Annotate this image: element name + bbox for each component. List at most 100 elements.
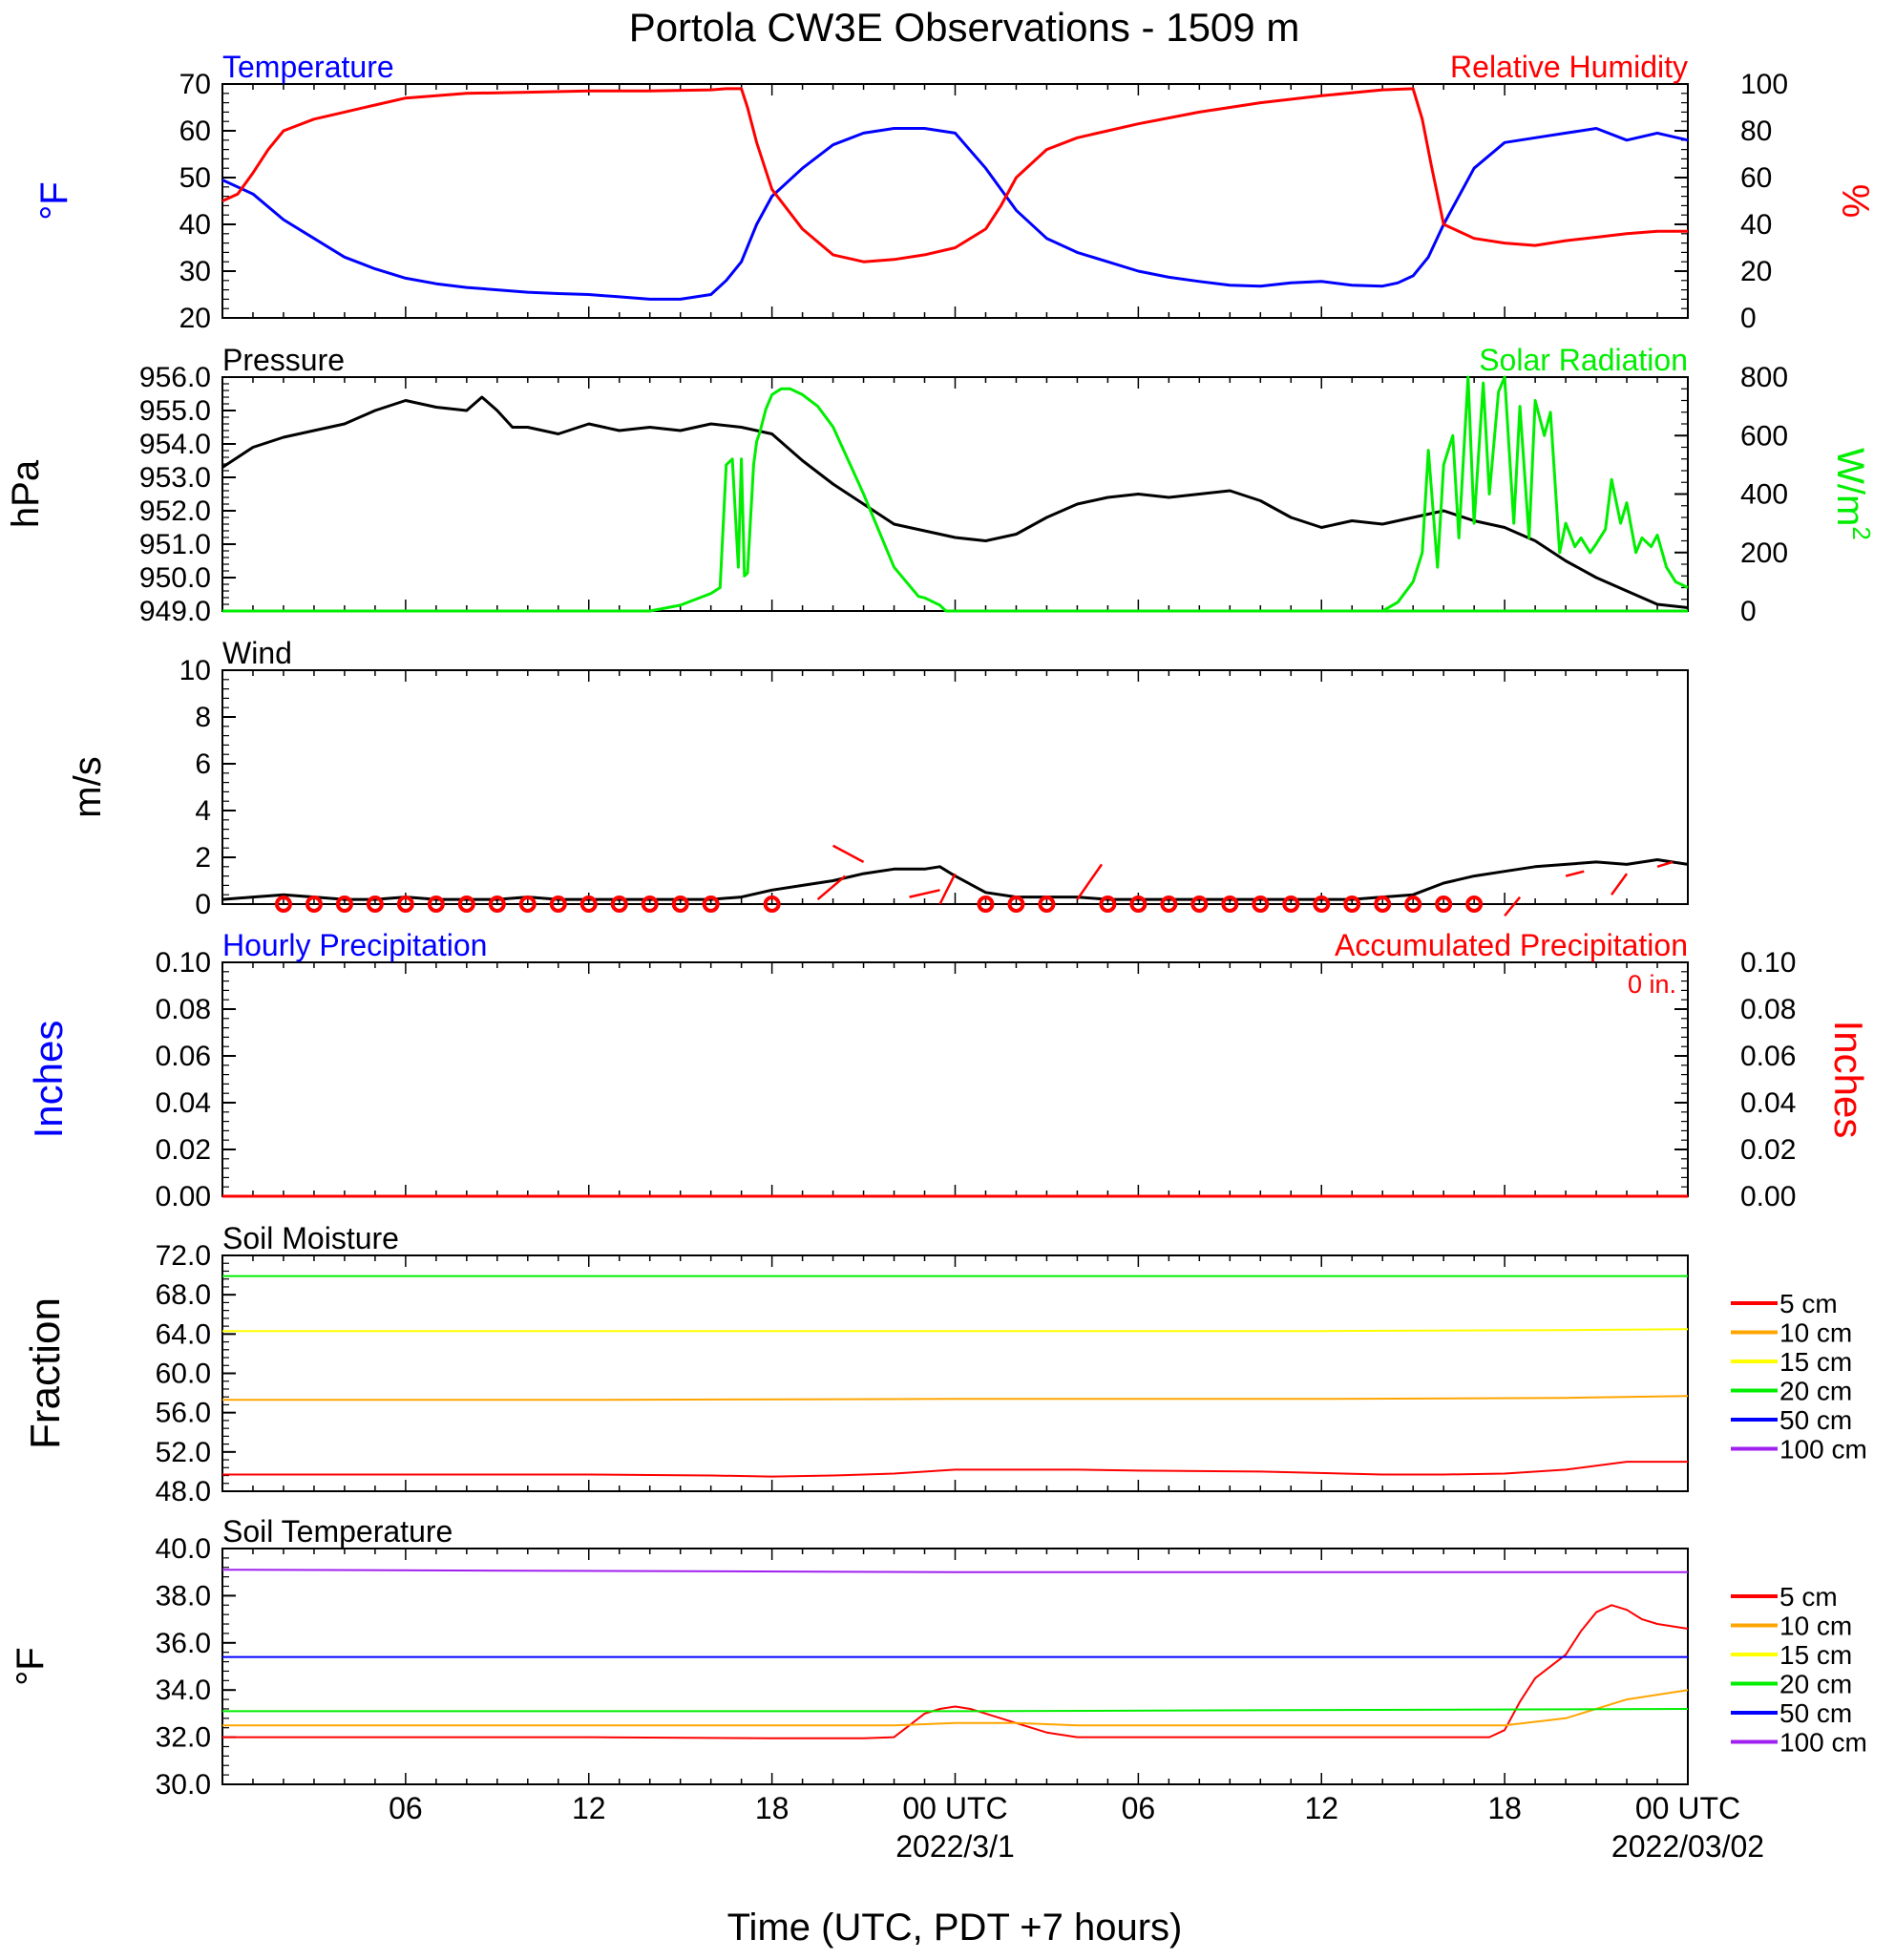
calm-wind-marker bbox=[1129, 896, 1148, 913]
panel-temp_rh-frame bbox=[221, 83, 1689, 319]
right-tick: 0 200 400 600 800 bbox=[1674, 362, 1788, 627]
panel-wind: 0 2 4 6 8 10 Wind m/s bbox=[67, 636, 1689, 920]
series-10-cm bbox=[222, 1395, 1689, 1402]
left-tick-label: 951.0 bbox=[139, 529, 211, 560]
legend-label: 15 cm bbox=[1779, 1347, 1852, 1377]
left-unit: Inches bbox=[26, 1021, 71, 1139]
legend-label: 50 cm bbox=[1779, 1405, 1852, 1435]
right-tick-label: 600 bbox=[1740, 420, 1788, 452]
right-tick-label: 20 bbox=[1740, 256, 1772, 287]
series-solar-radiation bbox=[222, 387, 1688, 613]
left-tick-label: 950.0 bbox=[139, 562, 211, 594]
x-tick-label: 06 bbox=[389, 1791, 423, 1825]
accumulated-total: 0 in. bbox=[1628, 970, 1676, 999]
right-unit: Inches bbox=[1826, 1021, 1871, 1139]
legend-label: 100 cm bbox=[1779, 1435, 1867, 1465]
legend-label: 10 cm bbox=[1779, 1612, 1852, 1641]
left-unit: °F bbox=[10, 1647, 52, 1685]
panel-precip-minor-ticks bbox=[252, 962, 1658, 1196]
left-tick-label: 0.10 bbox=[156, 947, 211, 979]
right-tick-label: 400 bbox=[1740, 479, 1788, 511]
x-tick-label: 18 bbox=[1487, 1791, 1522, 1825]
wind-barb bbox=[1076, 863, 1104, 900]
x-date-label: 2022/3/1 bbox=[895, 1829, 1015, 1864]
right-tick-label: 0 bbox=[1740, 596, 1757, 627]
calm-wind-marker bbox=[579, 896, 598, 913]
panel-soil_moisture-minor-ticks bbox=[252, 1255, 1658, 1491]
series-pressure bbox=[221, 395, 1689, 609]
panel-title-left: Wind bbox=[222, 636, 292, 670]
panel-wind-frame bbox=[221, 669, 1689, 905]
left-tick-label: 0.08 bbox=[156, 994, 211, 1025]
left-unit: Fraction bbox=[22, 1297, 69, 1449]
left-tick-label: 60 bbox=[179, 116, 211, 147]
left-tick-label: 32.0 bbox=[156, 1722, 211, 1754]
panel-soil_temp-frame bbox=[221, 1548, 1689, 1785]
panel-pressure_solar: 949.0950.0951.0952.0953.0954.0955.0956.0… bbox=[5, 343, 1876, 627]
wind-barb bbox=[832, 844, 865, 864]
right-tick-label: 0.04 bbox=[1740, 1087, 1796, 1119]
left-tick-label: 30.0 bbox=[156, 1769, 211, 1801]
calm-wind-marker bbox=[1343, 896, 1361, 913]
wind-barb bbox=[1565, 870, 1585, 877]
panel-title-left: Hourly Precipitation bbox=[222, 928, 487, 962]
left-tick-label: 34.0 bbox=[156, 1675, 211, 1706]
calm-wind-marker bbox=[1160, 896, 1178, 913]
left-tick-label: 4 bbox=[195, 795, 211, 827]
panel-pressure_solar-minor-ticks bbox=[252, 377, 1658, 611]
left-tick-label: 20 bbox=[179, 303, 211, 334]
x-axis-label: Time (UTC, PDT +7 hours) bbox=[727, 1907, 1183, 1949]
left-tick-label: 38.0 bbox=[156, 1580, 211, 1612]
calm-wind-marker bbox=[518, 896, 537, 913]
calm-wind-marker bbox=[1404, 896, 1422, 913]
left-tick-label: 40 bbox=[179, 209, 211, 241]
calm-wind-marker bbox=[1099, 896, 1117, 913]
series-20-cm bbox=[222, 1708, 1689, 1713]
left-tick-label: 0.02 bbox=[156, 1134, 211, 1166]
panel-soil_temp: 30.0 32.0 34.0 36.0 38.0 40.0 Soil Temperature… bbox=[10, 1514, 1867, 1801]
right-tick-label: 0.06 bbox=[1740, 1041, 1796, 1072]
wind-barb bbox=[1656, 860, 1674, 868]
series-10-cm bbox=[222, 1689, 1689, 1727]
left-tick-label: 2 bbox=[195, 842, 211, 874]
calm-wind-marker bbox=[610, 896, 628, 913]
calm-wind-marker bbox=[396, 896, 414, 913]
left-tick-label: 8 bbox=[195, 702, 211, 733]
left-tick-label: 72.0 bbox=[156, 1240, 211, 1272]
legend-label: 100 cm bbox=[1779, 1728, 1867, 1758]
right-unit: % bbox=[1834, 184, 1876, 219]
panel-temp_rh: 20 30 40 50 60 70 0 20 40 60 80 100 Temperature Relat… bbox=[33, 50, 1876, 334]
right-tick: 0 20 40 60 80 100 bbox=[1674, 69, 1788, 334]
left-tick-label: 56.0 bbox=[156, 1398, 211, 1429]
right-tick-label: 100 bbox=[1740, 69, 1788, 100]
legend-label: 5 cm bbox=[1779, 1289, 1838, 1318]
legend-label: 5 cm bbox=[1779, 1582, 1838, 1612]
left-unit: hPa bbox=[5, 459, 47, 528]
time-axis: 06 12 18 00 UTC 06 12 18 00 UTC 2022/3/1 2022/03/… bbox=[389, 1791, 1764, 1864]
left-tick: 0.00 0.02 0.04 0.06 0.08 0.10 bbox=[156, 947, 236, 1212]
legend-label: 10 cm bbox=[1779, 1318, 1852, 1348]
left-tick-label: 954.0 bbox=[139, 429, 211, 460]
series-solar-radiation-day2 bbox=[1381, 375, 1689, 613]
left-tick-label: 52.0 bbox=[156, 1437, 211, 1468]
x-tick-label: 06 bbox=[1122, 1791, 1156, 1825]
calm-wind-marker bbox=[427, 896, 445, 913]
calm-wind-marker bbox=[1435, 896, 1453, 913]
calm-wind-marker bbox=[641, 896, 659, 913]
left-tick-label: 0.04 bbox=[156, 1087, 211, 1119]
wind-barb bbox=[909, 889, 940, 898]
calm-wind-marker bbox=[335, 896, 353, 913]
right-unit: W/m2 bbox=[1829, 448, 1876, 540]
legend-label: 20 cm bbox=[1779, 1377, 1852, 1406]
left-tick: 20 30 40 50 60 70 bbox=[179, 69, 236, 334]
panel-title-right: Accumulated Precipitation bbox=[1335, 928, 1688, 962]
series-temperature bbox=[221, 127, 1689, 301]
left-tick-label: 6 bbox=[195, 748, 211, 780]
wind-barb bbox=[816, 875, 847, 901]
left-tick-label: 60.0 bbox=[156, 1359, 211, 1390]
calm-wind-marker bbox=[1190, 896, 1209, 913]
